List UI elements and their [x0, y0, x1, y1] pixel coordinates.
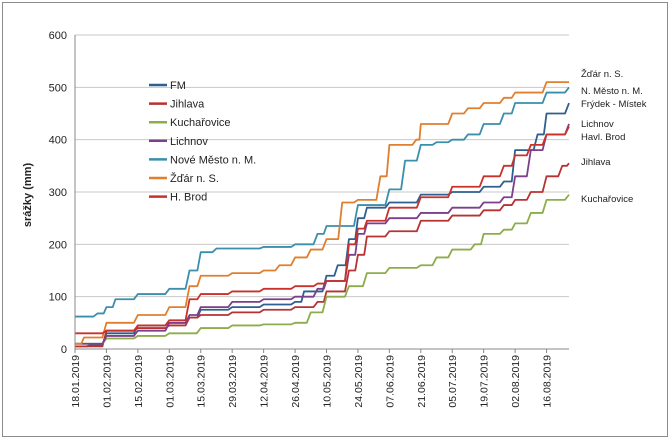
x-tick-26.04.2019: 26.04.2019 — [290, 355, 302, 408]
x-tick-15.03.2019: 15.03.2019 — [196, 355, 208, 408]
x-tick-05.07.2019: 05.07.2019 — [447, 355, 459, 408]
y-tick-200: 200 — [49, 239, 67, 251]
series-lines — [75, 81, 570, 348]
legend-label-5: Žďár n. S. — [170, 172, 219, 185]
series-line-1 — [75, 162, 570, 348]
x-tick-02.08.2019: 02.08.2019 — [510, 355, 522, 408]
y-tick-100: 100 — [49, 292, 67, 304]
end-label-3: Lichnov — [581, 119, 614, 130]
x-tick-29.03.2019: 29.03.2019 — [227, 355, 239, 408]
legend-label-3: Lichnov — [170, 136, 208, 148]
series-line-6 — [75, 126, 570, 335]
legend-label-6: H. Brod — [170, 192, 207, 204]
end-label-0: Frýdek - Místek — [581, 99, 647, 110]
series-end-labels: Frýdek - Místek Jihlava Kuchařovice Lichnov… — [581, 69, 647, 205]
y-tick-400: 400 — [49, 135, 67, 147]
end-label-5: Žďár n. S. — [581, 69, 623, 80]
x-tick-16.08.2019: 16.08.2019 — [542, 355, 554, 408]
x-tick-15.02.2019: 15.02.2019 — [133, 355, 145, 408]
y-tick-300: 300 — [49, 187, 67, 199]
y-tick-labels: 0 100 200 300 400 500 600 — [49, 30, 67, 356]
series-line-3 — [75, 123, 570, 345]
y-tick-0: 0 — [61, 344, 67, 356]
precipitation-chart: 0 100 200 300 400 500 600 18.01.2019 01.02.2019… — [22, 30, 647, 408]
axes — [74, 35, 569, 353]
x-tick-18.01.2019: 18.01.2019 — [70, 355, 82, 408]
legend-label-1: Jihlava — [170, 99, 205, 111]
series-line-4 — [75, 86, 570, 318]
series-line-2 — [75, 194, 570, 345]
end-label-6: Havl. Brod — [581, 132, 625, 143]
grid-lines — [75, 34, 569, 298]
series-line-5 — [75, 81, 569, 345]
x-tick-01.02.2019: 01.02.2019 — [101, 355, 113, 408]
x-tick-01.03.2019: 01.03.2019 — [164, 355, 176, 408]
y-tick-600: 600 — [49, 30, 67, 42]
x-tick-labels: 18.01.2019 01.02.2019 15.02.2019 01.03.2019… — [70, 355, 554, 408]
x-tick-10.05.2019: 10.05.2019 — [321, 355, 333, 408]
x-tick-19.07.2019: 19.07.2019 — [479, 355, 491, 408]
y-tick-500: 500 — [49, 82, 67, 94]
legend-label-2: Kuchařovice — [170, 117, 231, 129]
x-tick-21.06.2019: 21.06.2019 — [416, 355, 428, 408]
x-tick-07.06.2019: 07.06.2019 — [384, 355, 396, 408]
x-tick-12.04.2019: 12.04.2019 — [259, 355, 271, 408]
legend-label-4: Nové Město n. M. — [170, 154, 256, 166]
chart-frame: 0 100 200 300 400 500 600 18.01.2019 01.02.2019… — [2, 2, 668, 437]
end-label-2: Kuchařovice — [581, 194, 633, 205]
end-label-4: N. Město n. M. — [581, 86, 643, 97]
x-tick-24.05.2019: 24.05.2019 — [353, 355, 365, 408]
y-axis-label: srážky (mm) — [22, 163, 34, 228]
legend: FM Jihlava Kuchařovice Lichnov Nové Město n.… — [149, 80, 256, 204]
legend-label-0: FM — [170, 80, 186, 92]
end-label-1: Jihlava — [581, 157, 611, 168]
